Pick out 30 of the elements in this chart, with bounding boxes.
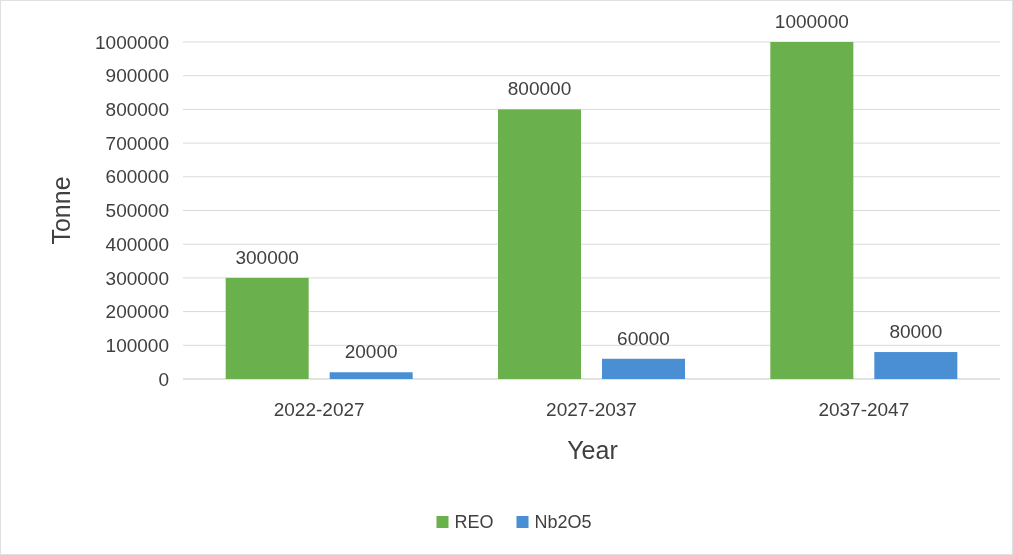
y-tick-label: 900000 xyxy=(105,65,169,87)
y-tick-label: 200000 xyxy=(105,301,169,323)
y-tick-label: 700000 xyxy=(105,132,169,154)
x-tick-label: 2027-2037 xyxy=(546,399,637,420)
x-axis-title: Year xyxy=(567,436,618,464)
data-label: 800000 xyxy=(507,78,572,100)
data-label: 20000 xyxy=(344,341,398,363)
bar xyxy=(498,109,581,379)
x-tick-label: 2022-2027 xyxy=(273,399,365,420)
bar xyxy=(329,372,413,379)
y-tick-label: 0 xyxy=(158,368,169,390)
x-tick-label: 2037-2047 xyxy=(818,399,910,420)
y-tick-label: 100000 xyxy=(105,334,169,356)
y-tick-label: 300000 xyxy=(105,267,169,289)
legend-label: Nb2O5 xyxy=(534,512,592,533)
y-tick-label: 600000 xyxy=(105,166,169,188)
y-tick-label: 500000 xyxy=(105,200,169,222)
y-axis-title: Tonne xyxy=(47,176,75,245)
data-label: 80000 xyxy=(889,321,943,343)
bar xyxy=(874,352,958,379)
data-label: 60000 xyxy=(617,327,670,349)
y-tick-label: 800000 xyxy=(105,99,169,121)
y-tick-label: 1000000 xyxy=(95,31,169,53)
bar xyxy=(770,42,854,379)
legend-label: REO xyxy=(454,512,494,533)
data-label: 1000000 xyxy=(774,11,849,32)
y-tick-label: 400000 xyxy=(105,233,169,255)
bar xyxy=(602,358,685,379)
data-label: 300000 xyxy=(235,246,299,268)
bar xyxy=(225,277,309,379)
